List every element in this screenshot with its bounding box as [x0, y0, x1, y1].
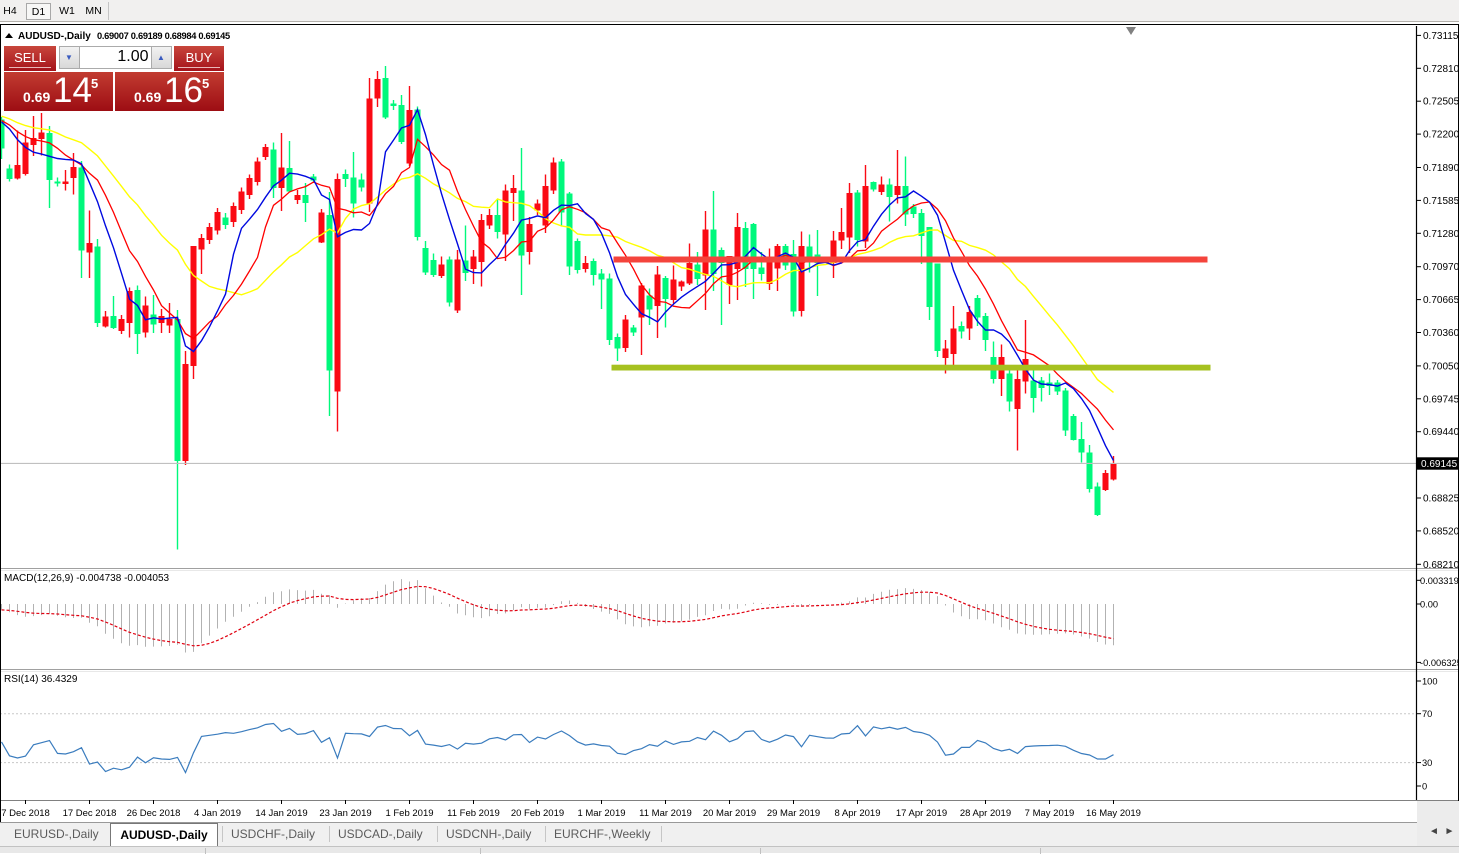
svg-text:0.72810: 0.72810: [1423, 64, 1459, 75]
svg-text:1 Mar 2019: 1 Mar 2019: [577, 808, 625, 819]
svg-text:14 Jan 2019: 14 Jan 2019: [255, 808, 307, 819]
svg-text:0.73115: 0.73115: [1423, 31, 1459, 42]
svg-text:0.69745: 0.69745: [1423, 394, 1459, 405]
svg-text:17 Apr 2019: 17 Apr 2019: [896, 808, 947, 819]
svg-text:0.00: 0.00: [1420, 600, 1438, 610]
svg-text:0.69440: 0.69440: [1423, 427, 1459, 438]
svg-text:29 Mar 2019: 29 Mar 2019: [767, 808, 820, 819]
svg-text:0.69145: 0.69145: [1421, 459, 1458, 470]
svg-text:0: 0: [1422, 782, 1427, 792]
svg-text:0.70665: 0.70665: [1423, 295, 1459, 306]
svg-text:0.70970: 0.70970: [1423, 262, 1459, 273]
svg-text:17 Dec 2018: 17 Dec 2018: [63, 808, 117, 819]
svg-text:0.70050: 0.70050: [1423, 361, 1459, 372]
svg-text:23 Jan 2019: 23 Jan 2019: [319, 808, 371, 819]
svg-text:8 Apr 2019: 8 Apr 2019: [835, 808, 881, 819]
svg-text:7 May 2019: 7 May 2019: [1025, 808, 1075, 819]
svg-text:MACD(12,26,9) -0.004738 -0.004: MACD(12,26,9) -0.004738 -0.004053: [4, 573, 170, 584]
svg-text:100: 100: [1422, 677, 1438, 687]
svg-text:11 Mar 2019: 11 Mar 2019: [639, 808, 692, 819]
svg-text:4 Jan 2019: 4 Jan 2019: [194, 808, 241, 819]
svg-text:0.68825: 0.68825: [1423, 494, 1459, 505]
svg-text:0.68520: 0.68520: [1423, 526, 1459, 537]
svg-text:0.003319: 0.003319: [1420, 576, 1459, 586]
svg-text:0.68210: 0.68210: [1423, 560, 1459, 571]
svg-text:28 Apr 2019: 28 Apr 2019: [960, 808, 1011, 819]
svg-text:30: 30: [1422, 758, 1432, 768]
svg-text:26 Dec 2018: 26 Dec 2018: [127, 808, 181, 819]
svg-text:11 Feb 2019: 11 Feb 2019: [447, 808, 500, 819]
svg-text:20 Feb 2019: 20 Feb 2019: [511, 808, 564, 819]
svg-text:RSI(14) 36.4329: RSI(14) 36.4329: [4, 674, 78, 685]
svg-text:7 Dec 2018: 7 Dec 2018: [1, 808, 50, 819]
svg-text:16 May 2019: 16 May 2019: [1086, 808, 1141, 819]
svg-text:-0.006325: -0.006325: [1420, 658, 1459, 668]
svg-text:70: 70: [1422, 709, 1432, 719]
svg-text:0.71585: 0.71585: [1423, 196, 1459, 207]
svg-text:0.72200: 0.72200: [1423, 130, 1459, 141]
svg-text:1 Feb 2019: 1 Feb 2019: [385, 808, 433, 819]
svg-text:0.71280: 0.71280: [1423, 229, 1459, 240]
svg-text:0.72505: 0.72505: [1423, 97, 1459, 108]
svg-text:0.70360: 0.70360: [1423, 328, 1459, 339]
svg-text:20 Mar 2019: 20 Mar 2019: [703, 808, 756, 819]
svg-text:0.71890: 0.71890: [1423, 163, 1459, 174]
